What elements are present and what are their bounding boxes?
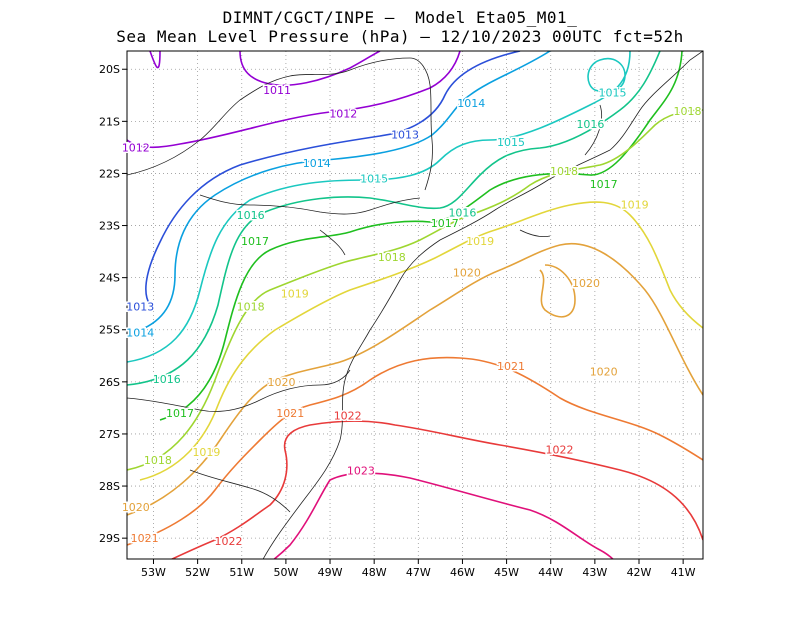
isobar-label-1019: 1019: [281, 287, 309, 300]
lon-tick-label: 46W: [450, 566, 475, 579]
state-border-3: [127, 369, 351, 412]
isobar-label-1018: 1018: [237, 300, 265, 313]
lat-tick-label: 25S: [99, 324, 120, 337]
isobar-1023: [272, 472, 614, 559]
state-border-4: [189, 469, 291, 513]
isobar-label-1018: 1018: [378, 251, 406, 264]
isobar-label-1022: 1022: [546, 444, 574, 457]
lon-tick-label: 51W: [229, 566, 254, 579]
lon-tick-label: 44W: [538, 566, 563, 579]
isobar-1022: [170, 420, 703, 559]
isobar-label-1017: 1017: [431, 217, 459, 230]
latitude-tick-labels: 20S 21S 22S 23S 24S 25S 26S 27S 28S 29S: [99, 63, 127, 545]
lat-tick-label: 21S: [99, 115, 120, 128]
lon-tick-label: 43W: [582, 566, 607, 579]
isobar-label-1019: 1019: [192, 446, 220, 459]
isobar-label-1015: 1015: [497, 136, 525, 149]
lon-tick-label: 47W: [406, 566, 431, 579]
isobar-1019: [139, 201, 703, 481]
isobar-label-1019: 1019: [466, 235, 494, 248]
isobar-label-1017: 1017: [241, 235, 269, 248]
isobar-label-1018: 1018: [550, 165, 578, 178]
isobar-label-1020: 1020: [453, 266, 481, 279]
isobar-label-1020: 1020: [122, 501, 150, 514]
isobar-label-1018: 1018: [144, 454, 172, 467]
isobar-label-1015: 1015: [360, 173, 388, 186]
isobar-1011: [149, 51, 381, 87]
map-title-line-2: Sea Mean Level Pressure (hPa) – 12/10/20…: [116, 27, 684, 46]
longitude-tick-labels: 53W 52W 51W 50W 49W 48W 47W 46W 45W 44W 43W 42W 41W: [141, 559, 696, 579]
isobar-label-1012: 1012: [329, 108, 357, 121]
isobar-1016: [127, 51, 661, 386]
lon-tick-label: 49W: [318, 566, 343, 579]
plot-frame: [126, 50, 704, 560]
isobar-label-1014: 1014: [457, 97, 485, 110]
lon-tick-label: 45W: [494, 566, 519, 579]
isobar-label-1021: 1021: [497, 360, 525, 373]
isobar-1017: [159, 51, 683, 421]
isobar-1013: [145, 51, 521, 306]
state-border-1: [127, 57, 433, 191]
lon-tick-label: 50W: [273, 566, 298, 579]
isobar-label-1011: 1011: [263, 84, 291, 97]
isobar-label-1020: 1020: [590, 365, 618, 378]
coastline: [262, 51, 703, 559]
isobar-label-1021: 1021: [276, 407, 304, 420]
isobar-1014: [139, 51, 551, 331]
isobar-label-1022: 1022: [215, 535, 243, 548]
isobar-1012: [127, 51, 461, 149]
lat-tick-label: 26S: [99, 376, 120, 389]
isobar-label-1015: 1015: [599, 87, 627, 100]
lat-tick-label: 29S: [99, 532, 120, 545]
lon-tick-label: 52W: [185, 566, 210, 579]
isobar-label-1016: 1016: [153, 373, 181, 386]
isobar-1020: [127, 242, 703, 516]
isobar-label-1016: 1016: [237, 209, 265, 222]
isobar-label-1013: 1013: [391, 128, 419, 141]
lon-tick-label: 48W: [362, 566, 387, 579]
isobar-label-1020: 1020: [572, 277, 600, 290]
lat-tick-label: 28S: [99, 480, 120, 493]
lat-tick-label: 27S: [99, 428, 120, 441]
isobar-label-1014: 1014: [126, 326, 154, 339]
isobar-label-1016: 1016: [448, 207, 476, 220]
lat-tick-label: 20S: [99, 63, 120, 76]
map-title-line-1: DIMNT/CGCT/INPE – Model Eta05_M01_: [222, 8, 578, 27]
isobar-label-1012: 1012: [122, 141, 150, 154]
isobar-label-1016: 1016: [576, 118, 604, 131]
lon-tick-label: 42W: [627, 566, 652, 579]
isobar-label-1018: 1018: [674, 105, 702, 118]
lat-tick-label: 22S: [99, 167, 120, 180]
isobar-label-1019: 1019: [621, 199, 649, 212]
isobar-labels: 1011 1012 1012 1013 1013 1014 1014 1014 1015 1015…: [120, 83, 703, 550]
isobar-label-1017: 1017: [166, 407, 194, 420]
isobar-1015: [127, 51, 631, 363]
isobar-label-1013: 1013: [126, 300, 154, 313]
isobar-label-1021: 1021: [131, 532, 159, 545]
lon-tick-label: 53W: [141, 566, 166, 579]
isobar-label-1022: 1022: [334, 410, 362, 423]
lat-tick-label: 23S: [99, 220, 120, 233]
lat-tick-label: 24S: [99, 272, 120, 285]
isobar-label-1020: 1020: [267, 376, 295, 389]
isobar-label-1014: 1014: [303, 157, 331, 170]
isobar-contours: [127, 51, 703, 559]
isobar-label-1023: 1023: [347, 464, 375, 477]
lon-tick-label: 41W: [671, 566, 696, 579]
state-border-2: [199, 194, 421, 215]
isobar-label-1017: 1017: [590, 178, 618, 191]
isobar-1018: [127, 109, 703, 471]
coastline-and-borders: [127, 51, 703, 559]
state-border-5: [319, 104, 602, 256]
